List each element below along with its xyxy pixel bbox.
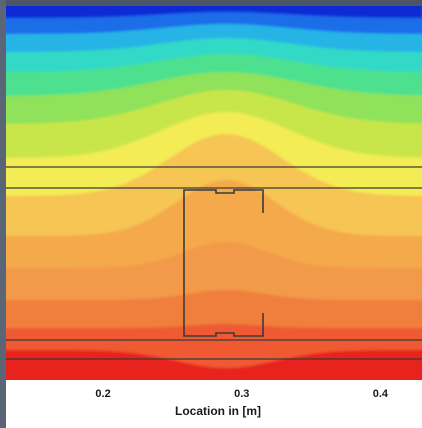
band-13 [6,350,422,380]
x-tick-label: 0.4 [372,388,389,400]
x-axis-strip [6,380,422,428]
x-tick-label: 0.3 [234,388,250,400]
c-profile-stud [183,189,264,337]
x-tick-label: 0.2 [95,388,111,400]
x-axis-label: Location in [m] [175,404,261,418]
